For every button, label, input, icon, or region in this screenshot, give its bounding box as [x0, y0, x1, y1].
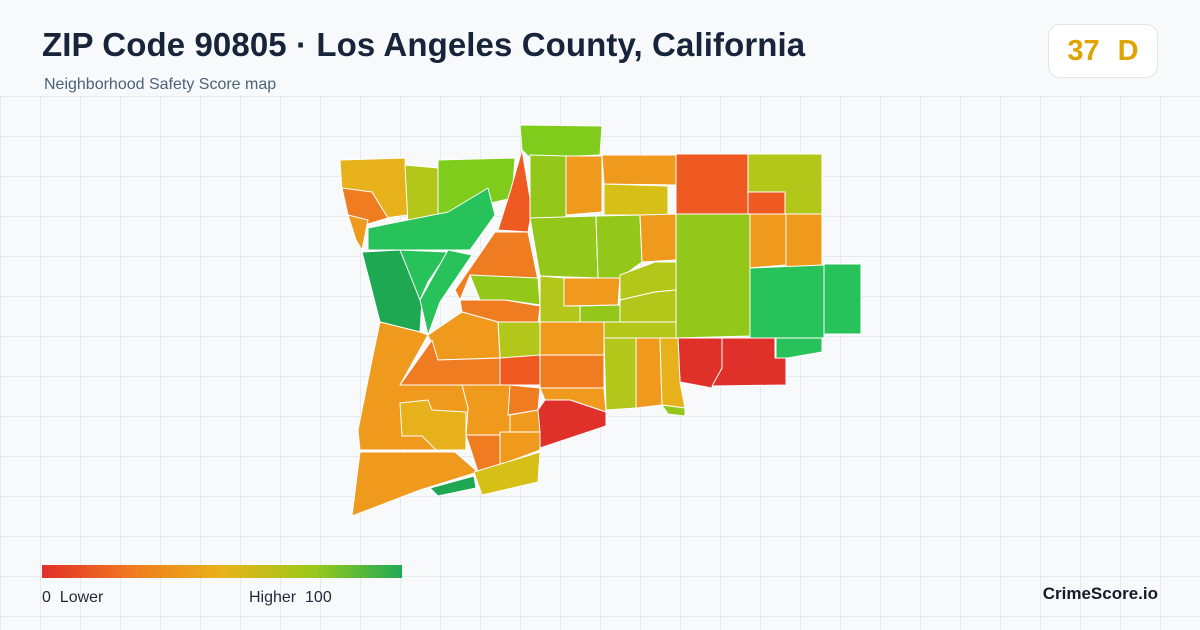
map-region[interactable] [341, 187, 389, 225]
map-region[interactable] [497, 321, 541, 359]
map-region[interactable] [603, 183, 669, 216]
legend-gradient-bar [42, 565, 402, 578]
map-region[interactable] [785, 213, 823, 269]
score-value: 37 [1067, 34, 1100, 67]
map-region[interactable] [711, 337, 787, 387]
map-region[interactable] [601, 154, 677, 186]
map-region[interactable] [399, 249, 449, 301]
map-region[interactable] [639, 213, 677, 263]
map-region[interactable] [351, 451, 479, 517]
map-region[interactable] [473, 451, 541, 496]
map-region[interactable] [565, 155, 603, 216]
legend-low-label: 0 Lower [42, 589, 103, 607]
map-region[interactable] [675, 153, 749, 215]
map-region[interactable] [399, 399, 467, 451]
score-badge: 37 D [1048, 24, 1158, 78]
brand-logo[interactable]: CrimeScore.io [1042, 584, 1158, 603]
map-region[interactable] [635, 337, 663, 409]
legend-min-value: 0 [42, 589, 51, 606]
map-region[interactable] [603, 337, 637, 411]
page-title: ZIP Code 90805 · Los Angeles County, Cal… [42, 26, 806, 63]
map-region[interactable] [499, 431, 541, 466]
map-region[interactable] [529, 215, 599, 279]
map-region[interactable] [595, 214, 643, 279]
header: ZIP Code 90805 · Los Angeles County, Cal… [0, 0, 1200, 96]
map-region[interactable] [461, 384, 511, 436]
map-region[interactable] [539, 321, 605, 356]
legend-min-label: Lower [59, 589, 104, 606]
map-region[interactable] [749, 264, 825, 339]
map-region[interactable] [499, 354, 541, 386]
map-region[interactable] [747, 191, 786, 215]
map-region[interactable] [529, 154, 567, 219]
map-region[interactable] [749, 213, 787, 269]
map-region[interactable] [599, 321, 677, 341]
legend-high-label: Higher 100 [249, 589, 332, 607]
map-region[interactable] [429, 475, 477, 497]
map-region[interactable] [661, 404, 686, 417]
map-region[interactable] [347, 214, 369, 251]
map-region[interactable] [675, 213, 751, 339]
page-subtitle: Neighborhood Safety Score map [44, 76, 277, 93]
map-region[interactable] [823, 263, 862, 335]
legend-max-value: 100 [305, 589, 332, 606]
map-region[interactable] [361, 249, 423, 333]
map-region[interactable] [427, 311, 501, 361]
map-region[interactable] [579, 304, 621, 323]
map-region[interactable] [419, 249, 473, 336]
map-region[interactable] [775, 337, 823, 361]
map-region[interactable] [563, 277, 621, 307]
map-region[interactable] [659, 337, 686, 409]
map-region[interactable] [519, 124, 603, 159]
map-region[interactable] [367, 187, 496, 251]
map-region[interactable] [539, 354, 605, 389]
score-grade: D [1117, 34, 1139, 67]
legend-max-label: Higher [249, 589, 297, 606]
